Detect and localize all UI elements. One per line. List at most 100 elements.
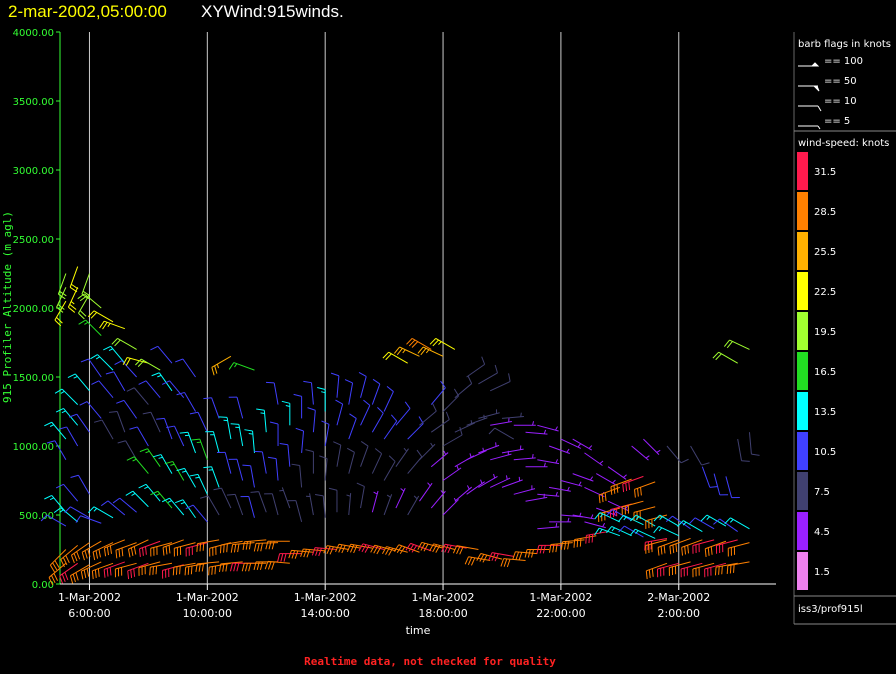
wind-barb [513,421,536,426]
wind-barb [68,413,90,433]
barb-feather [606,509,613,516]
wind-barb [321,420,330,447]
wind-barb [179,431,197,454]
barb-shaft [598,527,621,537]
barb-feather [515,551,520,560]
barb-shaft [631,445,649,461]
wind-barb [328,487,338,513]
wind-barb [164,460,185,481]
barb-shaft [127,357,149,364]
wind-barb [382,351,408,364]
barb-feather [125,358,131,366]
barb-shaft [119,497,137,513]
barb-shaft [174,542,196,549]
barb-feather [125,490,134,496]
wind-barb [419,403,437,426]
barb-shaft [162,539,184,548]
barb-shaft [715,562,738,568]
wind-barb [44,421,67,440]
wind-barb [713,473,729,496]
barb-half-feather [108,348,113,352]
barb-shaft [113,371,126,392]
wind-barb [610,478,632,495]
barb-feather [373,545,379,554]
barb-shaft [442,395,459,412]
wind-barb [358,372,367,398]
barb-feather [479,554,485,562]
barb-feather [142,547,144,556]
barb-shaft [197,539,220,545]
barb-feather [432,403,437,412]
barb-feather [723,339,730,347]
barb-half-feather [132,458,137,462]
wind-barb [279,487,291,509]
barb-shaft [430,419,450,433]
barb-half-feather [578,481,582,486]
wind-barb [80,358,102,378]
wind-barb [173,542,196,557]
barb-half-feather [216,363,220,369]
wind-barb [127,562,149,580]
wind-barb [454,420,475,433]
barb-feather [307,407,316,411]
wind-barb [594,527,621,537]
wind-barb [203,466,220,488]
barb-feather [491,552,496,561]
barb-shaft [623,514,644,526]
barb-feather [54,388,63,394]
barb-feather [259,561,263,571]
barb-feather [103,548,107,557]
barb-feather [68,413,78,418]
barb-shaft [60,544,79,560]
wind-barb [430,450,449,468]
barb-feather [70,283,79,290]
barb-feather [91,570,94,580]
barb-shaft [309,493,314,516]
barb-feather [86,568,90,577]
barb-shaft [85,319,102,336]
barb-feather [700,514,708,522]
barb-half-feather [425,349,430,354]
barb-shaft [172,461,185,481]
barb-feather [152,454,162,458]
barb-shaft [46,514,67,527]
wind-barb [645,562,668,580]
wind-barb [466,479,485,495]
y-tick-label: 2000.00 [13,304,54,315]
barb-feather [358,372,367,377]
wind-barb [723,339,750,350]
barb-shaft [324,458,328,481]
barb-shaft [659,514,680,527]
y-tick-label: 1500.00 [13,373,54,384]
wind-barb [714,562,738,576]
barb-shaft [56,287,67,308]
barb-shaft [258,491,267,513]
barb-shaft [422,346,444,357]
barb-shaft [501,415,524,419]
wind-barb [643,438,661,456]
wind-barb [407,495,420,516]
wind-barb [464,556,491,566]
barb-legend-pennant [810,62,820,67]
barb-feather [265,381,275,384]
barb-shaft [81,273,90,295]
wind-barb [305,493,314,516]
barb-feather [594,527,600,536]
barb-feather [657,547,660,556]
barb-shaft [490,453,512,461]
wind-barb [161,380,185,399]
wind-barb [191,438,208,460]
barb-shaft [140,358,161,371]
barb-feather [672,544,675,554]
wind-barb [330,372,340,398]
barb-feather [420,348,427,356]
barb-feather [318,547,322,557]
barb-half-feather [49,497,55,501]
wind-barb [122,357,149,366]
wind-barb [478,473,498,488]
barb-feather [248,563,252,572]
barb-shaft [211,397,220,419]
barb-feather [162,547,165,556]
wind-barb [419,442,436,461]
